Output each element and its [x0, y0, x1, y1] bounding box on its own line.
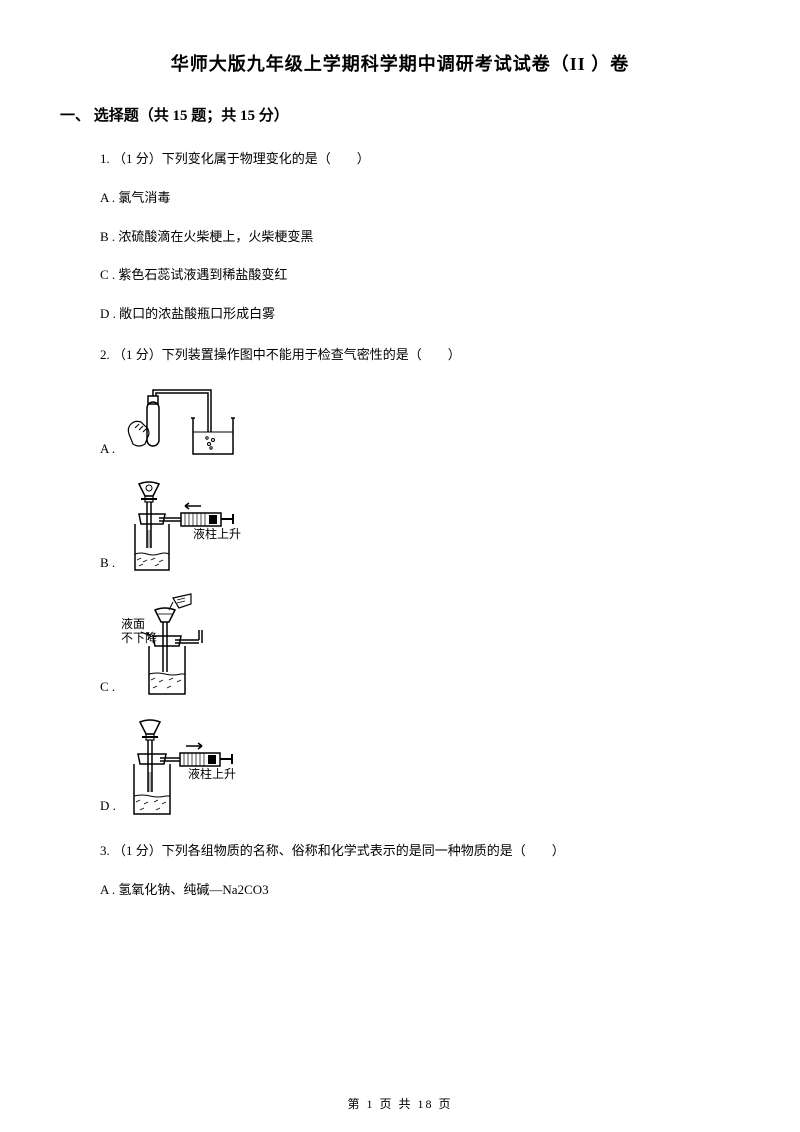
q2-option-d: D . — [100, 716, 740, 821]
svg-text:液面: 液面 — [121, 616, 145, 631]
q1-option-d: D . 敞口的浓盐酸瓶口形成白雾 — [100, 304, 740, 325]
q3-stem: 3. （1 分）下列各组物质的名称、俗称和化学式表示的是同一种物质的是（ ） — [100, 841, 740, 862]
question-2: 2. （1 分）下列装置操作图中不能用于检查气密性的是（ ） A . — [100, 345, 740, 821]
q1-option-b: B . 浓硫酸滴在火柴梗上，火柴梗变黑 — [100, 227, 740, 248]
svg-text:液柱上升: 液柱上升 — [193, 526, 241, 541]
question-1: 1. （1 分）下列变化属于物理变化的是（ ） A . 氯气消毒 B . 浓硫酸… — [100, 149, 740, 325]
q2-diagram-c-icon: 液面 不下降 — [121, 592, 261, 702]
q2-diagram-b-icon: 液柱上升 — [121, 478, 271, 578]
q2-option-b: B . — [100, 478, 740, 578]
q2-label-d: D . — [100, 796, 116, 821]
q1-option-c: C . 紫色石蕊试液遇到稀盐酸变红 — [100, 265, 740, 286]
q2-diagram-d-icon: 液柱上升 — [122, 716, 272, 821]
q2-label-a: A . — [100, 439, 115, 464]
page-title: 华师大版九年级上学期科学期中调研考试试卷（II ）卷 — [60, 50, 740, 76]
svg-text:液柱上升: 液柱上升 — [188, 766, 236, 781]
q3-option-a: A . 氢氧化钠、纯碱—Na2CO3 — [100, 880, 740, 901]
q2-option-a: A . — [100, 384, 740, 464]
page-footer: 第 1 页 共 18 页 — [0, 1095, 800, 1112]
q2-stem: 2. （1 分）下列装置操作图中不能用于检查气密性的是（ ） — [100, 345, 740, 366]
question-3: 3. （1 分）下列各组物质的名称、俗称和化学式表示的是同一种物质的是（ ） A… — [100, 841, 740, 901]
svg-text:不下降: 不下降 — [121, 631, 157, 645]
q1-stem: 1. （1 分）下列变化属于物理变化的是（ ） — [100, 149, 740, 170]
q2-option-c: C . — [100, 592, 740, 702]
section-heading: 一、 选择题（共 15 题；共 15 分） — [60, 104, 740, 125]
q2-label-b: B . — [100, 553, 115, 578]
q2-diagram-a-icon — [121, 384, 251, 464]
q2-label-c: C . — [100, 677, 115, 702]
q1-option-a: A . 氯气消毒 — [100, 188, 740, 209]
